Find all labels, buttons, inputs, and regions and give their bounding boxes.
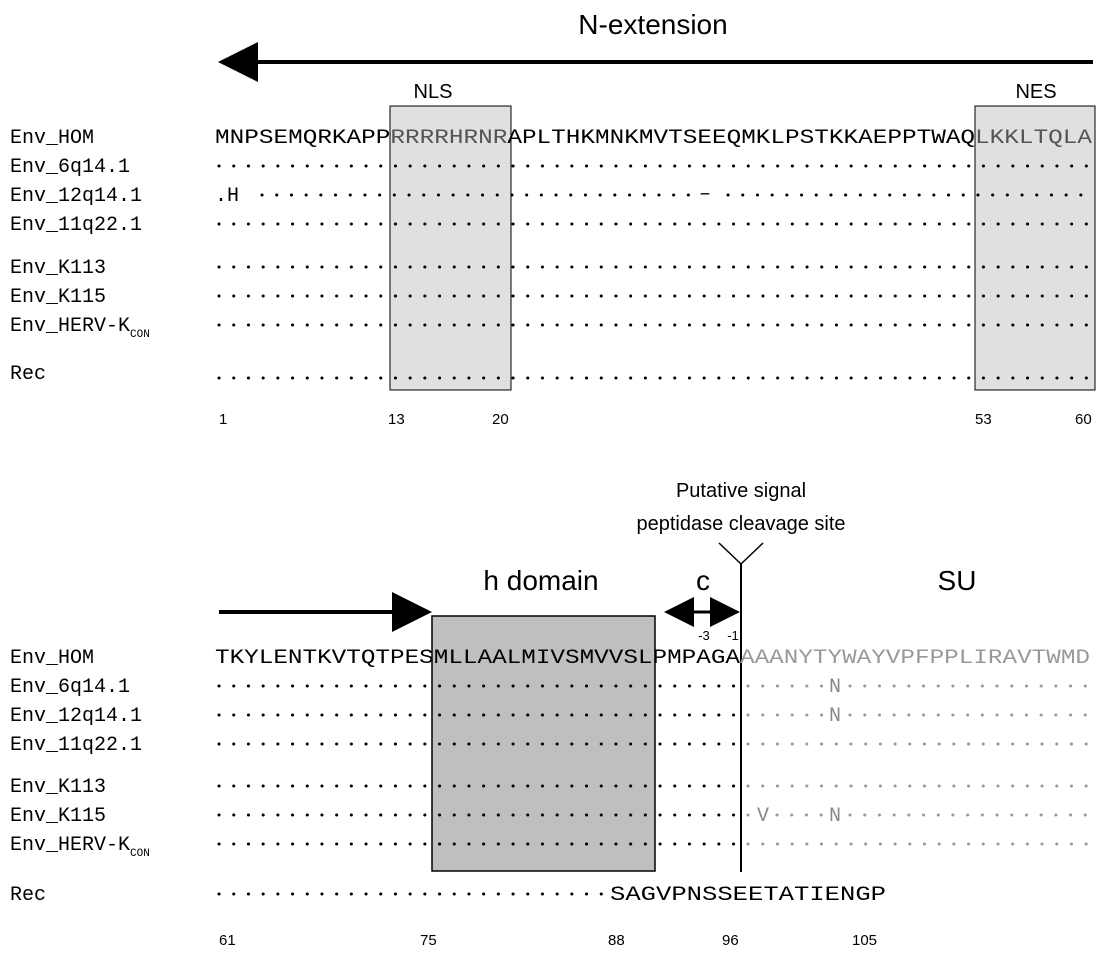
position-label: 105	[852, 932, 877, 949]
nes-label: NES	[1015, 81, 1056, 103]
position-label: 20	[492, 411, 509, 428]
row-name: Env_HOM	[10, 647, 94, 670]
position-label: 61	[219, 932, 236, 949]
cleavage-marker	[718, 542, 764, 566]
row-name: Env_12q14.1	[10, 705, 142, 728]
h-domain-label: h domain	[483, 565, 598, 596]
dot-rows-panel2	[217, 684, 1092, 896]
minus3-label: -3	[698, 628, 710, 643]
row-name: Env_HERV-KCON	[10, 834, 150, 860]
hom-sequence: TKYLENTKVTQTPES MLLAALMIVSMVVSL PMPAGA AAAN…	[215, 647, 1090, 670]
hom-sequence: MNPSEMQRKAPP RRRRHRNR APLTHKMNKMVTSEEQMKLP…	[215, 127, 1092, 150]
mutation-n: N	[829, 805, 841, 828]
position-label: 13	[388, 411, 405, 428]
position-label: 96	[722, 932, 739, 949]
row-name: Env_K115	[10, 805, 106, 828]
row-name: Env_6q14.1	[10, 156, 130, 179]
nls-label: NLS	[414, 81, 453, 103]
position-label: 1	[219, 411, 227, 428]
n-extension-title: N-extension	[578, 9, 727, 40]
row-name: Env_K113	[10, 257, 106, 280]
row-name: Rec	[10, 884, 46, 907]
row-name: Env_11q22.1	[10, 214, 142, 237]
position-label: 88	[608, 932, 625, 949]
mutation-v: V	[757, 805, 769, 828]
position-label: 75	[420, 932, 437, 949]
position-label: 60	[1075, 411, 1092, 428]
row-name: Env_HERV-KCON	[10, 315, 150, 341]
minus1-label: -1	[727, 628, 739, 643]
row-name: Env_11q22.1	[10, 734, 142, 757]
dot-rows-panel1	[217, 164, 1094, 380]
cleavage-label-line1: Putative signal	[676, 480, 806, 502]
row-name: Env_6q14.1	[10, 676, 130, 699]
row-name: Env_HOM	[10, 127, 94, 150]
rec-tail-sequence: SAGVPNSSEETATIENGP	[610, 884, 886, 907]
row-name: Env_12q14.1	[10, 185, 142, 208]
row-name: Rec	[10, 363, 46, 386]
row-name: Env_K113	[10, 776, 106, 799]
row-12q-prefix: .H	[215, 185, 239, 208]
row-name: Env_K115	[10, 286, 106, 309]
position-label: 53	[975, 411, 992, 428]
cleavage-label-line2: peptidase cleavage site	[636, 513, 845, 535]
nes-box	[974, 105, 1096, 391]
mutation-n: N	[829, 705, 841, 728]
mutation-n: N	[829, 676, 841, 699]
row-12q-gap: –	[699, 183, 711, 206]
c-label: c	[696, 565, 710, 596]
su-label: SU	[938, 565, 977, 596]
nls-box	[389, 105, 512, 391]
